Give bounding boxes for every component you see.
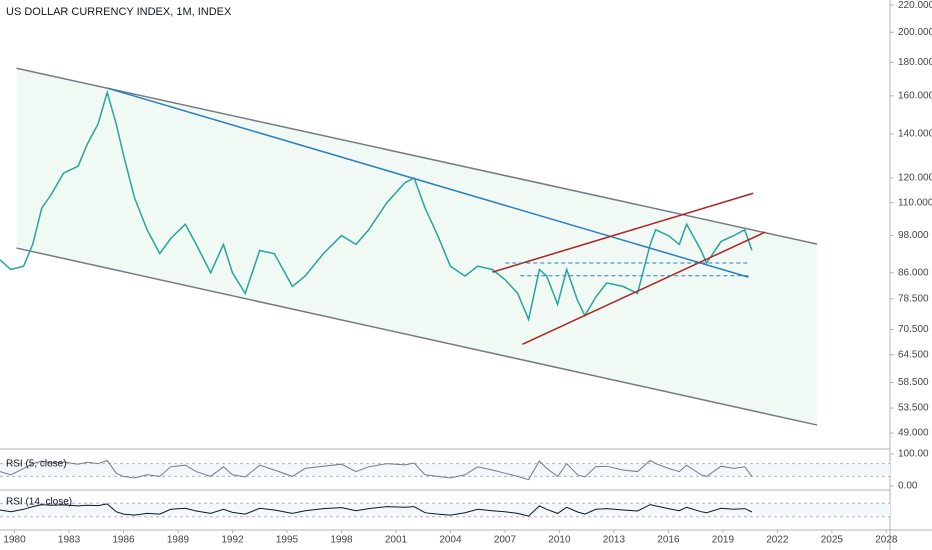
x-tick-label: 1983: [58, 535, 81, 546]
y-tick-label: 53.500: [898, 403, 929, 414]
y-tick-label: 86.000: [898, 267, 929, 278]
x-tick-label: 1986: [112, 535, 135, 546]
y-tick-label: 140.000: [898, 129, 932, 140]
y-tick-label: 78.500: [898, 293, 929, 304]
rsi-tick-label: 0.00: [898, 481, 918, 492]
x-tick-label: 2010: [548, 535, 571, 546]
y-tick-label: 49.000: [898, 428, 929, 439]
y-tick-label: 70.500: [898, 324, 929, 335]
chart-title: US DOLLAR CURRENCY INDEX, 1M, INDEX: [6, 6, 232, 18]
x-tick-label: 2025: [821, 535, 844, 546]
y-tick-label: 200.000: [898, 27, 932, 38]
rsi-tick-label: 100.00: [898, 449, 929, 460]
x-tick-label: 2028: [875, 535, 898, 546]
y-tick-label: 220.000: [898, 0, 932, 11]
rsi-band: [0, 463, 890, 477]
rsi5-label: RSI (5, close): [6, 459, 67, 470]
x-tick-label: 2001: [385, 535, 408, 546]
x-tick-label: 2019: [712, 535, 735, 546]
y-tick-label: 58.500: [898, 377, 929, 388]
y-tick-label: 98.000: [898, 230, 929, 241]
x-tick-label: 2004: [439, 535, 462, 546]
trendline: [107, 87, 749, 278]
x-tick-label: 2016: [657, 535, 680, 546]
trendline: [492, 192, 754, 273]
y-tick-label: 120.000: [898, 172, 932, 183]
y-tick-label: 160.000: [898, 91, 932, 102]
rsi-line: [0, 503, 753, 517]
price-line: [0, 89, 753, 322]
x-tick-label: 2013: [603, 535, 626, 546]
channel-fill: [16, 68, 818, 426]
y-tick-label: 180.000: [898, 57, 932, 68]
rsi14-label: RSI (14, close): [6, 497, 72, 508]
rsi-band: [0, 503, 890, 517]
x-tick-label: 2022: [766, 535, 789, 546]
y-tick-label: 110.000: [898, 197, 932, 208]
rsi-line: [0, 459, 753, 481]
channel-line: [16, 247, 818, 426]
x-tick-label: 1998: [330, 535, 353, 546]
x-tick-label: 1989: [167, 535, 190, 546]
x-tick-label: 2007: [494, 535, 517, 546]
x-tick-label: 1992: [221, 535, 244, 546]
trendline: [522, 231, 766, 346]
x-tick-label: 1980: [3, 535, 26, 546]
x-tick-label: 1995: [276, 535, 299, 546]
y-tick-label: 64.500: [898, 349, 929, 360]
